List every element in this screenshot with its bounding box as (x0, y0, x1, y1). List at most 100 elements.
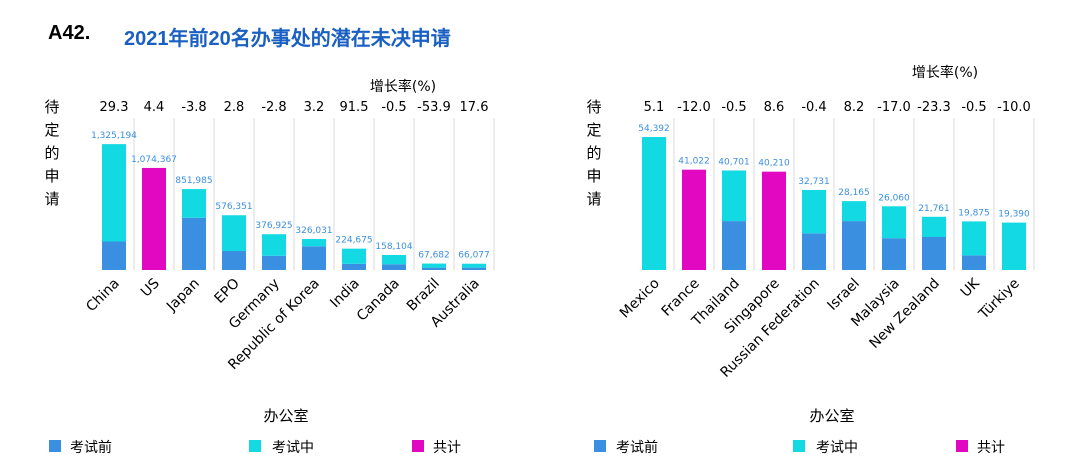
category-label: Israel (824, 276, 862, 314)
bar-before_exam (222, 251, 246, 270)
growth-value: 29.3 (100, 100, 129, 115)
growth-value: 2.8 (224, 100, 245, 115)
bar-in_exam (462, 263, 486, 268)
bar-total-label: 28,165 (838, 188, 870, 198)
legend-label-before_exam: 考试前 (70, 439, 112, 456)
bar-before_exam (842, 221, 866, 270)
category-label: Japan (163, 276, 203, 316)
growth-value: 4.4 (144, 100, 165, 115)
bar-total-label: 158,104 (375, 242, 412, 252)
growth-value: -0.5 (721, 100, 746, 115)
y-axis-label-char: 的 (44, 144, 59, 162)
bar-total-label: 54,392 (638, 124, 670, 134)
category-label: US (138, 275, 163, 300)
figure-id: A42. (48, 22, 91, 44)
bar-total (142, 167, 166, 270)
growth-rate-header: 增长率(%) (912, 64, 978, 81)
growth-value: -0.5 (961, 100, 986, 115)
bar-before_exam (342, 263, 366, 270)
bar-before_exam (802, 233, 826, 270)
growth-value: -23.3 (917, 100, 951, 115)
legend-swatch-before_exam (594, 440, 606, 452)
growth-value: 5.1 (644, 100, 665, 115)
category-label: UK (958, 275, 984, 301)
bar-before_exam (422, 267, 446, 270)
category-label: New Zealand (866, 276, 942, 352)
y-axis-label-char: 申 (44, 167, 59, 185)
growth-value: -17.0 (877, 100, 911, 115)
bar-total-label: 40,210 (758, 159, 790, 169)
growth-value: -53.9 (417, 100, 451, 115)
category-label: Mexico (617, 276, 663, 322)
x-axis-label: 办公室 (809, 407, 854, 425)
bar-total (682, 169, 706, 270)
growth-value: -0.4 (801, 100, 826, 115)
y-axis-label-char: 待 (586, 98, 601, 116)
bar-total-label: 19,875 (958, 208, 990, 218)
bar-before_exam (382, 264, 406, 270)
bar-in_exam (922, 216, 946, 237)
bar-in_exam (342, 248, 366, 264)
bar-total-label: 40,701 (718, 157, 750, 167)
bar-total (762, 171, 786, 270)
growth-value: -0.5 (381, 100, 406, 115)
legend-label-in_exam: 考试中 (816, 440, 858, 456)
growth-value: 8.2 (844, 100, 865, 115)
bar-before_exam (882, 238, 906, 270)
bar-in_exam (1002, 222, 1026, 270)
bar-before_exam (962, 255, 986, 270)
category-label: EPO (211, 276, 242, 307)
bar-before_exam (102, 241, 126, 270)
bar-total-label: 67,682 (418, 251, 450, 261)
bar-in_exam (302, 239, 326, 247)
category-label: India (327, 276, 363, 312)
bar-in_exam (842, 201, 866, 222)
bar-before_exam (302, 246, 326, 270)
growth-value: 91.5 (340, 100, 369, 115)
x-axis-label: 办公室 (263, 407, 308, 425)
y-axis-label-char: 申 (586, 167, 601, 185)
bar-total-label: 41,022 (678, 157, 710, 167)
category-label: Canada (354, 276, 403, 325)
figure-title: 2021年前20名办事处的潜在未决申请 (124, 28, 451, 50)
bar-total-label: 21,761 (918, 204, 950, 214)
bar-total-label: 26,060 (878, 193, 910, 203)
bar-in_exam (222, 215, 246, 251)
category-label: China (83, 276, 123, 316)
chart-right: 增长率(%)待定的申请5.154,392Mexico-12.041,022Fra… (586, 64, 1035, 456)
growth-value: -12.0 (677, 100, 711, 115)
growth-rate-header: 增长率(%) (370, 78, 436, 95)
legend-swatch-in_exam (793, 440, 805, 452)
bar-in_exam (802, 189, 826, 234)
growth-value: -10.0 (997, 100, 1031, 115)
bar-in_exam (722, 170, 746, 222)
bar-total-label: 1,325,194 (91, 131, 137, 141)
bar-total-label: 224,675 (335, 236, 372, 246)
y-axis-label-char: 定 (44, 121, 59, 139)
bar-total-label: 1,074,367 (131, 155, 177, 165)
category-label: Brazil (404, 276, 443, 315)
bar-before_exam (722, 221, 746, 270)
bar-in_exam (422, 263, 446, 268)
bar-before_exam (922, 236, 946, 270)
bar-in_exam (182, 189, 206, 218)
y-axis-label-char: 请 (44, 190, 59, 208)
bar-in_exam (382, 254, 406, 265)
bar-total-label: 376,925 (255, 221, 292, 231)
bar-before_exam (262, 255, 286, 270)
bar-total-label: 66,077 (458, 251, 490, 261)
bar-before_exam (462, 267, 486, 270)
legend-swatch-before_exam (49, 440, 61, 452)
y-axis-label-char: 请 (586, 190, 601, 208)
legend-swatch-in_exam (249, 440, 261, 452)
bar-in_exam (262, 234, 286, 256)
bar-in_exam (962, 221, 986, 256)
bar-in_exam (882, 206, 906, 239)
legend-label-before_exam: 考试前 (616, 439, 658, 456)
growth-value: 3.2 (304, 100, 325, 115)
bar-before_exam (182, 217, 206, 270)
bar-in_exam (102, 144, 126, 242)
category-label: Türkiye (975, 276, 1022, 323)
bar-total-label: 851,985 (175, 176, 212, 186)
